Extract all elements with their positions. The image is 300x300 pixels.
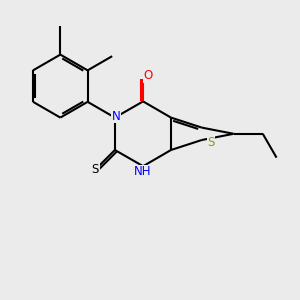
Text: O: O [144,69,153,82]
Text: S: S [92,163,99,176]
Text: S: S [207,136,214,149]
Text: NH: NH [134,165,152,178]
Text: N: N [112,110,121,123]
